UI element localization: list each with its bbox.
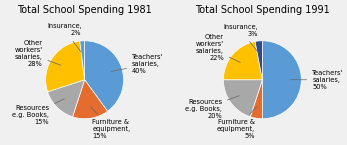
Text: Furniture &
equipment,
5%: Furniture & equipment, 5% (217, 107, 256, 139)
Text: Resources
e.g. Books,
15%: Resources e.g. Books, 15% (12, 99, 64, 125)
Wedge shape (255, 41, 262, 80)
Wedge shape (262, 41, 301, 119)
Title: Total School Spending 1991: Total School Spending 1991 (195, 5, 330, 15)
Text: Furniture &
equipment,
15%: Furniture & equipment, 15% (91, 107, 130, 139)
Text: Teachers'
salaries,
40%: Teachers' salaries, 40% (111, 54, 163, 74)
Wedge shape (250, 80, 262, 119)
Text: Insurance,
2%: Insurance, 2% (47, 23, 82, 52)
Text: Resources
e.g. Books,
20%: Resources e.g. Books, 20% (185, 96, 239, 119)
Title: Total School Spending 1981: Total School Spending 1981 (17, 5, 152, 15)
Wedge shape (73, 80, 108, 119)
Text: Insurance,
3%: Insurance, 3% (223, 24, 258, 52)
Wedge shape (80, 41, 85, 80)
Text: Teachers'
salaries,
50%: Teachers' salaries, 50% (290, 70, 344, 90)
Wedge shape (223, 80, 262, 117)
Wedge shape (223, 41, 262, 80)
Wedge shape (85, 41, 124, 111)
Wedge shape (46, 41, 85, 92)
Text: Other
workers'
salaries,
22%: Other workers' salaries, 22% (196, 35, 240, 62)
Wedge shape (48, 80, 85, 117)
Text: Other
workers'
salaries,
28%: Other workers' salaries, 28% (14, 40, 61, 67)
